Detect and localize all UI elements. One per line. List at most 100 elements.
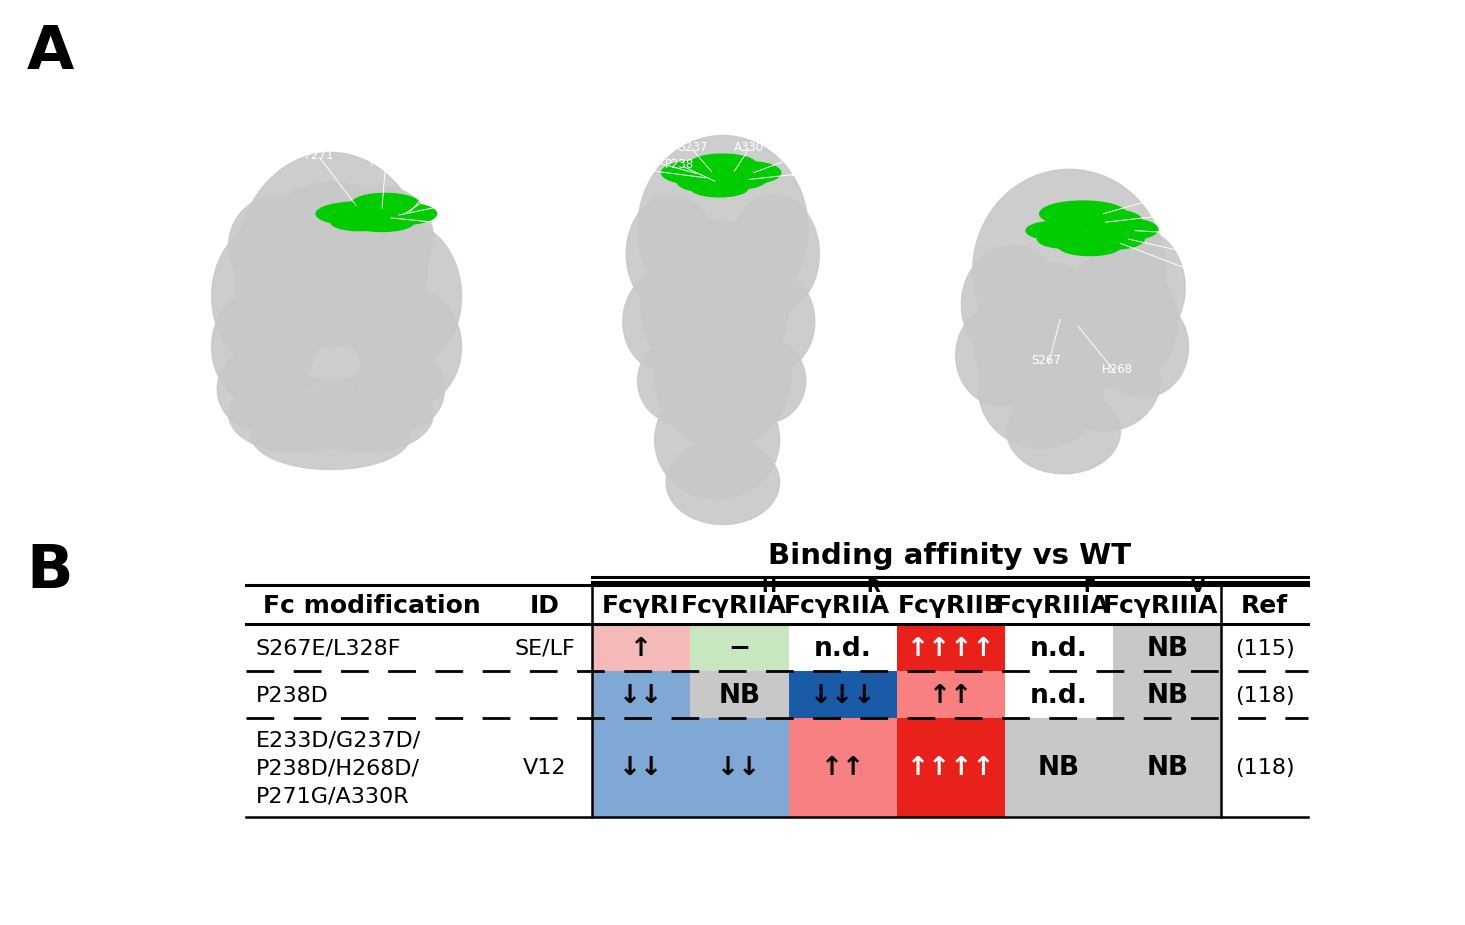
Bar (1112, 719, 1220, 817)
Text: L328: L328 (435, 180, 464, 193)
Ellipse shape (728, 272, 815, 373)
Bar (897, 719, 1005, 817)
Ellipse shape (973, 170, 1165, 373)
Text: G237: G237 (675, 141, 708, 154)
Ellipse shape (234, 154, 428, 389)
Bar (592, 624, 690, 672)
Ellipse shape (1046, 330, 1160, 432)
Text: G237: G237 (1198, 249, 1229, 262)
Ellipse shape (331, 187, 434, 289)
Text: A330: A330 (435, 198, 464, 211)
Ellipse shape (689, 154, 756, 177)
Text: L328: L328 (1207, 227, 1236, 240)
Ellipse shape (690, 180, 747, 198)
Ellipse shape (1088, 219, 1157, 241)
Ellipse shape (372, 204, 437, 225)
Ellipse shape (359, 289, 461, 407)
Ellipse shape (716, 163, 781, 184)
Ellipse shape (661, 162, 734, 185)
Ellipse shape (252, 402, 410, 470)
Text: H268: H268 (605, 158, 636, 171)
Ellipse shape (331, 215, 387, 231)
Text: ↑↑: ↑↑ (929, 682, 973, 708)
Text: n.d.: n.d. (1030, 635, 1087, 661)
Ellipse shape (217, 348, 308, 432)
Bar (592, 672, 690, 719)
Text: ↓↓↓: ↓↓↓ (809, 682, 876, 708)
Ellipse shape (1006, 389, 1119, 475)
Ellipse shape (1069, 210, 1141, 233)
Text: L328: L328 (791, 144, 820, 157)
Ellipse shape (1026, 222, 1084, 241)
Ellipse shape (211, 221, 337, 373)
Ellipse shape (637, 136, 807, 322)
Ellipse shape (211, 289, 314, 407)
Text: −: − (728, 635, 750, 661)
Ellipse shape (1058, 236, 1121, 256)
Ellipse shape (973, 263, 1119, 415)
Ellipse shape (350, 214, 413, 232)
Ellipse shape (1088, 229, 1185, 348)
Text: S267: S267 (609, 144, 639, 157)
Text: (118): (118) (1234, 758, 1294, 778)
Text: NB: NB (718, 682, 760, 708)
Ellipse shape (1052, 254, 1176, 389)
Ellipse shape (665, 440, 779, 524)
Text: n.d.: n.d. (1030, 682, 1087, 708)
Text: ↓↓: ↓↓ (618, 755, 662, 781)
Ellipse shape (706, 171, 766, 190)
Bar (690, 719, 788, 817)
Text: Binding affinity vs WT: Binding affinity vs WT (768, 542, 1131, 570)
Ellipse shape (961, 246, 1064, 364)
Text: S267E/L328F: S267E/L328F (256, 638, 401, 658)
Ellipse shape (274, 183, 387, 259)
Text: ↑: ↑ (630, 635, 652, 661)
Text: H268: H268 (1100, 363, 1132, 376)
Ellipse shape (637, 339, 716, 424)
Text: H: H (760, 577, 776, 595)
Ellipse shape (655, 381, 779, 500)
Text: ↓↓: ↓↓ (618, 682, 662, 708)
Text: Fc modification: Fc modification (262, 593, 481, 617)
Ellipse shape (979, 330, 1103, 449)
Text: A: A (26, 23, 73, 82)
Text: NB: NB (1146, 635, 1188, 661)
Text: FcγRIIIA: FcγRIIIA (1103, 593, 1217, 617)
Ellipse shape (725, 339, 806, 424)
Text: V12: V12 (523, 758, 567, 778)
Text: ↓↓: ↓↓ (716, 755, 762, 781)
Bar (592, 719, 690, 817)
Ellipse shape (728, 195, 819, 314)
Bar (788, 672, 897, 719)
Ellipse shape (1039, 202, 1125, 228)
Bar (897, 672, 1005, 719)
Text: FcγRI: FcγRI (602, 593, 680, 617)
Bar (1112, 672, 1220, 719)
Ellipse shape (1037, 230, 1096, 249)
Text: n.d.: n.d. (813, 635, 872, 661)
Text: ID: ID (530, 593, 560, 617)
Bar (1005, 672, 1112, 719)
Text: F: F (1083, 577, 1094, 595)
Text: H268: H268 (369, 156, 401, 169)
Text: FcγRIIB: FcγRIIB (898, 593, 1004, 617)
Text: (118): (118) (1234, 684, 1294, 705)
Text: FcγRIIA: FcγRIIA (782, 593, 889, 617)
Ellipse shape (640, 221, 788, 389)
Text: P271: P271 (305, 149, 334, 162)
Bar (690, 624, 788, 672)
Text: A330: A330 (1168, 205, 1197, 218)
Text: NB: NB (1037, 755, 1080, 781)
Text: A330: A330 (734, 141, 763, 154)
Ellipse shape (1080, 229, 1144, 250)
Ellipse shape (352, 194, 419, 216)
Text: P271: P271 (1207, 172, 1236, 185)
Ellipse shape (296, 377, 434, 453)
Ellipse shape (229, 377, 365, 453)
Ellipse shape (955, 305, 1046, 407)
Ellipse shape (677, 173, 741, 193)
Ellipse shape (268, 195, 393, 348)
Bar (690, 672, 788, 719)
Bar (788, 624, 897, 672)
Text: P238: P238 (665, 158, 694, 171)
